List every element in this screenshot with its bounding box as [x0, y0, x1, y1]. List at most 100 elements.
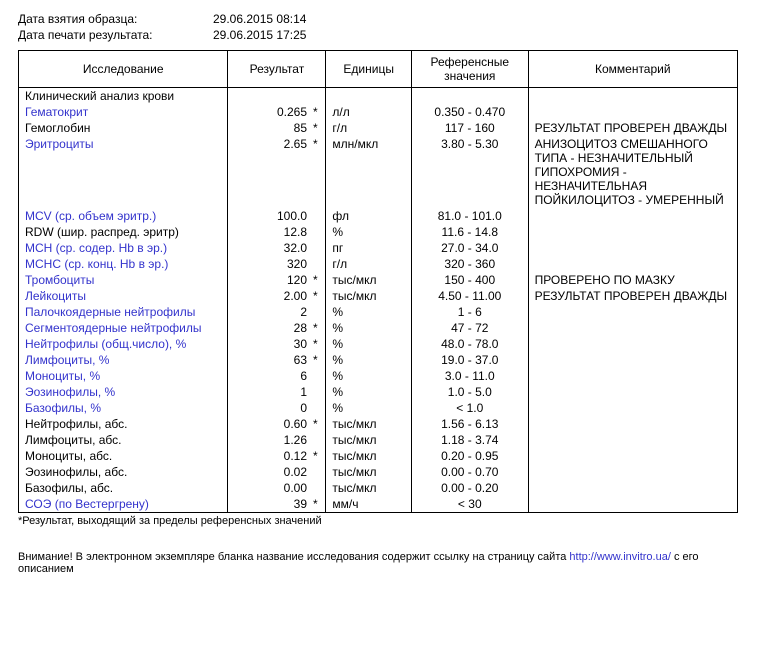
- unit-cell: %: [326, 400, 412, 416]
- print-date-label: Дата печати результата:: [18, 28, 213, 42]
- unit-cell: г/л: [326, 256, 412, 272]
- unit-cell: г/л: [326, 120, 412, 136]
- comment-cell: [528, 320, 737, 336]
- reference-cell: 0.20 - 0.95: [412, 448, 529, 464]
- table-row: Гематокрит0.265*л/л0.350 - 0.470: [19, 104, 738, 120]
- result-cell: 0.12: [228, 448, 313, 464]
- table-row: СОЭ (по Вестергрену)39*мм/ч< 30: [19, 496, 738, 513]
- result-cell: 2: [228, 304, 313, 320]
- notice: Внимание! В электронном экземпляре бланк…: [18, 551, 742, 575]
- unit-cell: л/л: [326, 104, 412, 120]
- table-row: Клинический анализ крови: [19, 88, 738, 105]
- comment-cell: [528, 464, 737, 480]
- notice-link[interactable]: http://www.invitro.ua/: [569, 551, 671, 563]
- comment-cell: РЕЗУЛЬТАТ ПРОВЕРЕН ДВАЖДЫ: [528, 288, 737, 304]
- unit-cell: млн/мкл: [326, 136, 412, 208]
- test-name-cell[interactable]: Тромбоциты: [19, 272, 228, 288]
- reference-cell: 48.0 - 78.0: [412, 336, 529, 352]
- table-row: Базофилы, %0%< 1.0: [19, 400, 738, 416]
- reference-cell: < 30: [412, 496, 529, 513]
- result-cell: 85: [228, 120, 313, 136]
- reference-cell: [412, 88, 529, 105]
- table-row: Моноциты, %6%3.0 - 11.0: [19, 368, 738, 384]
- test-name-cell[interactable]: Палочкоядерные нейтрофилы: [19, 304, 228, 320]
- test-name-cell[interactable]: MCH (ср. содер. Hb в эр.): [19, 240, 228, 256]
- reference-cell: 81.0 - 101.0: [412, 208, 529, 224]
- test-name-cell: RDW (шир. распред. эритр): [19, 224, 228, 240]
- comment-cell: [528, 400, 737, 416]
- reference-cell: 19.0 - 37.0: [412, 352, 529, 368]
- reference-cell: 320 - 360: [412, 256, 529, 272]
- test-name-cell[interactable]: Эритроциты: [19, 136, 228, 208]
- sample-date-label: Дата взятия образца:: [18, 12, 213, 26]
- table-row: RDW (шир. распред. эритр)12.8%11.6 - 14.…: [19, 224, 738, 240]
- reference-cell: 0.00 - 0.70: [412, 464, 529, 480]
- col-test-header: Исследование: [19, 51, 228, 88]
- comment-cell: [528, 224, 737, 240]
- comment-cell: [528, 448, 737, 464]
- comment-cell: [528, 208, 737, 224]
- test-name-cell[interactable]: СОЭ (по Вестергрену): [19, 496, 228, 513]
- result-cell: 6: [228, 368, 313, 384]
- flag-cell: *: [313, 136, 326, 208]
- table-header-row: Исследование Результат Единицы Референсн…: [19, 51, 738, 88]
- print-date-row: Дата печати результата: 29.06.2015 17:25: [18, 28, 742, 42]
- test-name-cell[interactable]: Гематокрит: [19, 104, 228, 120]
- test-name-cell[interactable]: Лимфоциты, %: [19, 352, 228, 368]
- flag-cell: *: [313, 416, 326, 432]
- sample-date-row: Дата взятия образца: 29.06.2015 08:14: [18, 12, 742, 26]
- comment-cell: [528, 384, 737, 400]
- result-cell: 12.8: [228, 224, 313, 240]
- reference-cell: 0.00 - 0.20: [412, 480, 529, 496]
- test-name-cell: Базофилы, абс.: [19, 480, 228, 496]
- notice-pre: Внимание! В электронном экземпляре бланк…: [18, 551, 569, 563]
- unit-cell: тыс/мкл: [326, 464, 412, 480]
- comment-cell: [528, 336, 737, 352]
- flag-cell: [313, 88, 326, 105]
- reference-cell: 1.18 - 3.74: [412, 432, 529, 448]
- flag-cell: *: [313, 496, 326, 513]
- test-name-cell[interactable]: Сегментоядерные нейтрофилы: [19, 320, 228, 336]
- result-cell: 2.00: [228, 288, 313, 304]
- unit-cell: тыс/мкл: [326, 480, 412, 496]
- result-cell: 63: [228, 352, 313, 368]
- test-name-cell[interactable]: Нейтрофилы (общ.число), %: [19, 336, 228, 352]
- unit-cell: %: [326, 304, 412, 320]
- test-name-cell[interactable]: Лейкоциты: [19, 288, 228, 304]
- test-name-cell[interactable]: Моноциты, %: [19, 368, 228, 384]
- flag-cell: [313, 432, 326, 448]
- flag-cell: [313, 256, 326, 272]
- reference-cell: 11.6 - 14.8: [412, 224, 529, 240]
- col-ref-header: Референсные значения: [412, 51, 529, 88]
- result-cell: 320: [228, 256, 313, 272]
- unit-cell: тыс/мкл: [326, 272, 412, 288]
- comment-cell: [528, 480, 737, 496]
- flag-cell: [313, 400, 326, 416]
- table-row: Нейтрофилы (общ.число), %30*%48.0 - 78.0: [19, 336, 738, 352]
- unit-cell: фл: [326, 208, 412, 224]
- unit-cell: [326, 88, 412, 105]
- flag-cell: *: [313, 104, 326, 120]
- test-name-cell[interactable]: MCV (ср. объем эритр.): [19, 208, 228, 224]
- test-name-cell: Эозинофилы, абс.: [19, 464, 228, 480]
- test-name-cell[interactable]: Базофилы, %: [19, 400, 228, 416]
- table-row: MCH (ср. содер. Hb в эр.)32.0пг27.0 - 34…: [19, 240, 738, 256]
- test-name-cell[interactable]: Эозинофилы, %: [19, 384, 228, 400]
- unit-cell: тыс/мкл: [326, 432, 412, 448]
- result-cell: 30: [228, 336, 313, 352]
- result-cell: 100.0: [228, 208, 313, 224]
- comment-cell: [528, 104, 737, 120]
- flag-cell: *: [313, 336, 326, 352]
- table-row: Сегментоядерные нейтрофилы28*%47 - 72: [19, 320, 738, 336]
- test-name-cell[interactable]: MCHC (ср. конц. Hb в эр.): [19, 256, 228, 272]
- unit-cell: тыс/мкл: [326, 416, 412, 432]
- result-cell: 28: [228, 320, 313, 336]
- flag-cell: [313, 368, 326, 384]
- comment-cell: [528, 88, 737, 105]
- result-cell: 0: [228, 400, 313, 416]
- flag-cell: [313, 464, 326, 480]
- result-cell: 2.65: [228, 136, 313, 208]
- flag-cell: [313, 240, 326, 256]
- col-result-header: Результат: [228, 51, 326, 88]
- table-row: Лимфоциты, абс.1.26тыс/мкл1.18 - 3.74: [19, 432, 738, 448]
